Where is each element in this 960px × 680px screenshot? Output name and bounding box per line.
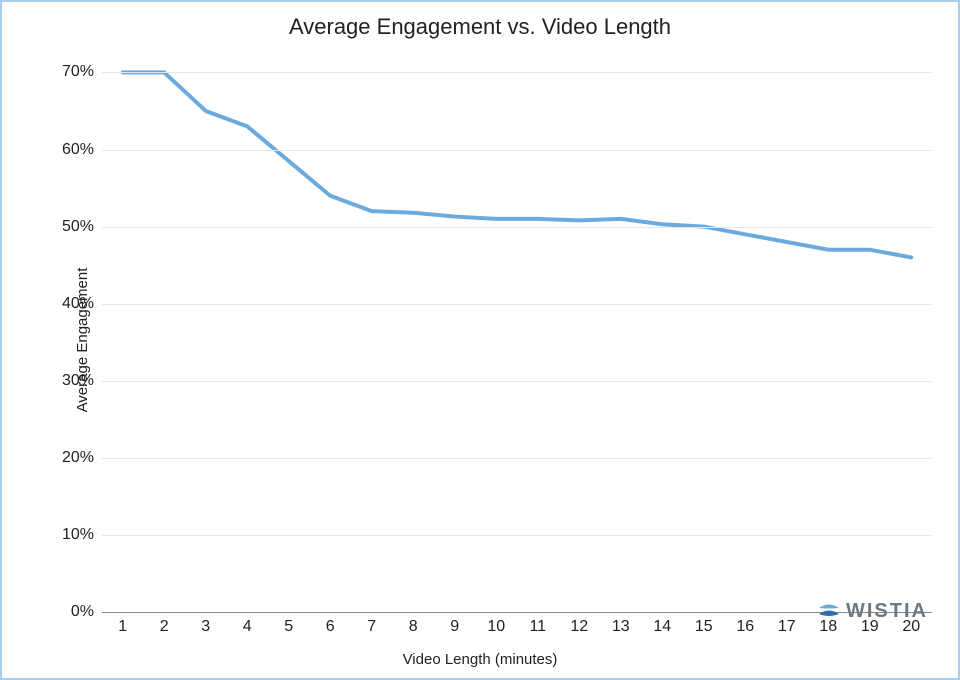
x-tick-label: 2: [160, 618, 169, 636]
gridline: [102, 381, 932, 382]
x-tick-label: 5: [284, 618, 293, 636]
x-tick-label: 8: [409, 618, 418, 636]
gridline: [102, 458, 932, 459]
line-series: [102, 57, 932, 612]
brand-text: WISTIA: [846, 600, 928, 623]
gridline: [102, 227, 932, 228]
x-axis-line: [102, 612, 932, 613]
gridline: [102, 535, 932, 536]
x-axis-label: Video Length (minutes): [2, 651, 958, 668]
x-tick-label: 7: [367, 618, 376, 636]
wistia-icon: [818, 603, 840, 621]
y-tick-label: 50%: [62, 218, 94, 236]
x-tick-label: 14: [653, 618, 671, 636]
x-tick-label: 1: [118, 618, 127, 636]
x-tick-label: 11: [529, 618, 546, 636]
x-tick-label: 10: [487, 618, 505, 636]
brand-logo: WISTIA: [818, 600, 928, 623]
y-tick-label: 70%: [62, 63, 94, 81]
y-axis-label: Average Engagement: [74, 268, 91, 413]
x-tick-label: 4: [243, 618, 252, 636]
x-tick-label: 16: [736, 618, 754, 636]
gridline: [102, 304, 932, 305]
x-tick-label: 12: [570, 618, 588, 636]
gridline: [102, 150, 932, 151]
x-tick-label: 6: [326, 618, 335, 636]
y-tick-label: 0%: [71, 603, 94, 621]
x-tick-label: 9: [450, 618, 459, 636]
x-tick-label: 15: [695, 618, 713, 636]
y-tick-label: 60%: [62, 141, 94, 159]
engagement-line: [123, 72, 912, 257]
y-tick-label: 30%: [62, 372, 94, 390]
y-tick-label: 40%: [62, 295, 94, 313]
x-tick-label: 17: [778, 618, 796, 636]
y-tick-label: 10%: [62, 526, 94, 544]
x-tick-label: 13: [612, 618, 630, 636]
y-tick-label: 20%: [62, 449, 94, 467]
plot-area: 0%10%20%30%40%50%60%70%12345678910111213…: [102, 57, 932, 612]
chart-frame: Average Engagement vs. Video Length Aver…: [0, 0, 960, 680]
gridline: [102, 72, 932, 73]
x-tick-label: 3: [201, 618, 210, 636]
chart-title: Average Engagement vs. Video Length: [2, 14, 958, 40]
